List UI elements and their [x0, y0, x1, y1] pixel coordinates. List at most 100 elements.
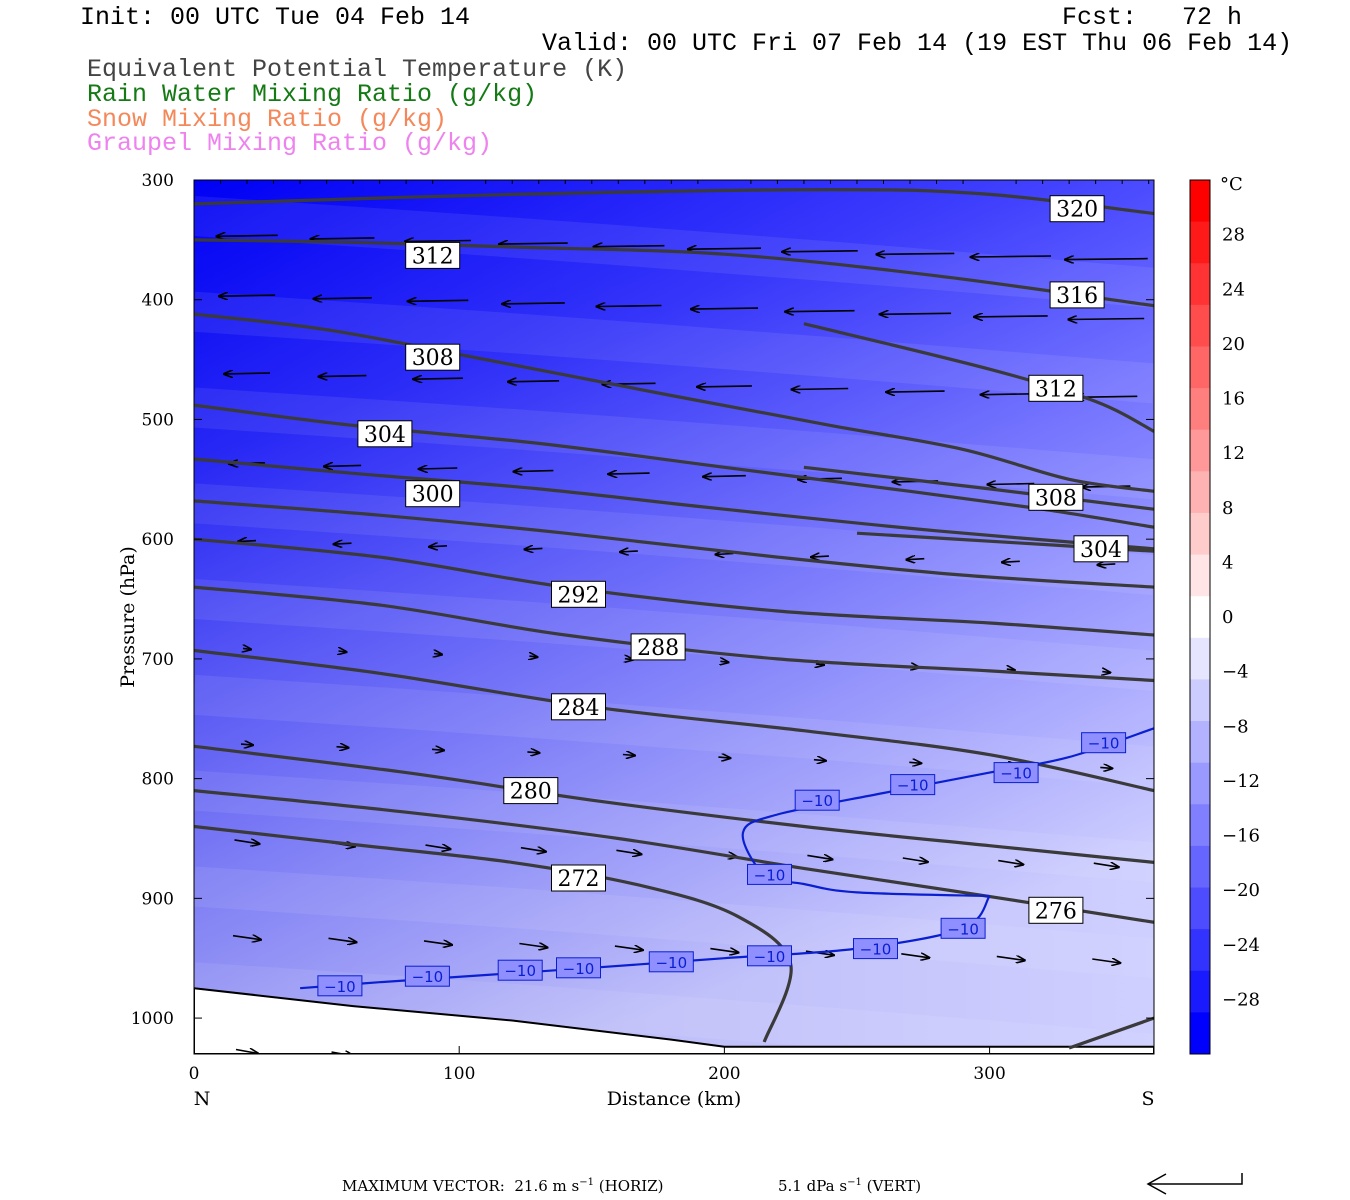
colorbar-label: 20	[1222, 334, 1245, 355]
colorbar-swatch	[1190, 304, 1210, 347]
wind-vector	[811, 556, 829, 557]
theta-e-label-box	[503, 777, 559, 805]
wind-vector	[319, 376, 367, 377]
wind-vector	[1097, 564, 1116, 565]
theta-e-label-box	[405, 241, 461, 269]
y-tick-label: 900	[142, 889, 174, 909]
wind-vector	[434, 654, 442, 655]
theta-e-label-box	[551, 580, 606, 608]
colorbar-label: −4	[1222, 662, 1249, 683]
south-label: S	[1141, 1088, 1154, 1110]
max-vector-vert: 5.1 dPa s−1 (VERT)	[778, 1177, 921, 1195]
wind-vector	[238, 541, 257, 542]
isotherm-label: −10	[860, 941, 892, 959]
max-vector-horiz: MAXIMUM VECTOR: 21.6 m s−1 (HORIZ)	[342, 1177, 664, 1195]
isotherm-label-box	[747, 863, 792, 885]
wind-vector	[240, 744, 253, 745]
colorbar-swatch	[1190, 637, 1210, 680]
colorbar-label: −16	[1222, 826, 1260, 847]
wind-vector	[425, 845, 451, 849]
isotherm-label-box	[404, 965, 450, 987]
isotherm-label-box	[648, 951, 694, 973]
field-theta-e-label: Equivalent Potential Temperature (K)	[87, 55, 628, 84]
isotherm-label: −10	[897, 777, 929, 795]
theta-e-label-box	[357, 420, 413, 448]
theta-e-contour	[194, 457, 1154, 551]
wind-vector	[816, 664, 824, 665]
colorbar-label: −24	[1222, 935, 1260, 956]
theta-e-label: 308	[412, 346, 454, 371]
max-vector-horiz-unit: (HORIZ)	[598, 1177, 664, 1195]
wind-vector	[224, 373, 271, 374]
wind-vector	[902, 858, 928, 862]
max-vector-horiz-superscript: −1	[579, 1177, 594, 1188]
colorbar-swatch	[1190, 388, 1210, 431]
wind-vector	[618, 1060, 640, 1064]
isotherm-label-box	[993, 762, 1039, 784]
wind-vector	[431, 749, 444, 750]
theta-e-label: 308	[1035, 486, 1077, 511]
x-tick-label: 0	[189, 1064, 200, 1084]
wind-vector	[974, 316, 1048, 317]
wind-vector	[529, 656, 537, 657]
isotherm-label: −10	[324, 978, 356, 996]
colorbar-label: −12	[1222, 771, 1260, 792]
wind-vectors	[216, 235, 1148, 1077]
temperature-band	[194, 387, 1154, 500]
wind-vector	[608, 473, 650, 474]
theta-e-label: 272	[558, 867, 600, 892]
theta-e-label: 300	[412, 483, 454, 508]
isotherm-label-box	[853, 938, 898, 960]
field-snow-label: Snow Mixing Ratio (g/kg)	[87, 105, 448, 134]
wind-vector	[527, 752, 539, 753]
colorbar-swatch	[1190, 596, 1210, 639]
colorbar-swatch	[1190, 845, 1210, 889]
init-time: Init: 00 UTC Tue 04 Feb 14	[80, 3, 471, 32]
wind-vector	[1095, 1073, 1117, 1077]
theta-e-label: 304	[364, 423, 406, 448]
wind-vector	[987, 484, 1035, 485]
y-axis-label: Pressure (hPa)	[117, 546, 139, 688]
plot-frame	[193, 179, 1155, 1055]
wind-vector	[499, 243, 568, 244]
contour-labels: 320 316 312 312 308 308 304 304 300 292 288 284 280 2…	[317, 195, 1129, 997]
colorbar-swatch	[1190, 346, 1210, 389]
wind-vector	[331, 1052, 354, 1054]
theta-e-contour	[194, 187, 1154, 216]
temperature-band	[194, 291, 1154, 404]
colorbar-swatch	[1190, 721, 1210, 764]
theta-e-label: 280	[510, 780, 552, 805]
colorbar-label: 4	[1222, 552, 1233, 573]
terrain	[194, 987, 1154, 1054]
temperature-band	[194, 195, 1154, 308]
colorbar-swatch	[1190, 512, 1210, 556]
wind-vector	[1007, 669, 1015, 670]
colorbar-swatch	[1190, 471, 1210, 514]
theta-e-label: 320	[1056, 198, 1098, 223]
reference-vector	[1146, 1173, 1243, 1195]
wind-vector	[718, 757, 730, 758]
wind-vector	[1093, 863, 1119, 867]
theta-e-contour	[1068, 1016, 1154, 1050]
colorbar-label: 0	[1222, 607, 1233, 628]
wind-vector	[909, 762, 921, 763]
wind-vector	[622, 755, 635, 756]
theta-e-label-box	[551, 693, 606, 721]
y-tick-label: 300	[142, 171, 174, 191]
wind-vector	[324, 465, 362, 466]
wind-vector	[904, 1068, 926, 1072]
wind-vector	[216, 235, 278, 236]
colorbar-swatch	[1190, 429, 1210, 472]
theta-e-label-box	[1028, 483, 1084, 511]
wind-vector	[1102, 672, 1110, 673]
isotherm-label: −10	[412, 968, 444, 986]
wind-vector	[219, 295, 276, 296]
max-vector-vert-unit: (VERT)	[866, 1177, 922, 1195]
wind-vector	[311, 238, 375, 239]
isotherm-label-box	[556, 957, 601, 979]
wind-vector	[522, 1057, 544, 1061]
y-tick-label: 1000	[131, 1009, 174, 1029]
wind-vector	[334, 543, 352, 544]
wind-vector	[520, 848, 546, 852]
